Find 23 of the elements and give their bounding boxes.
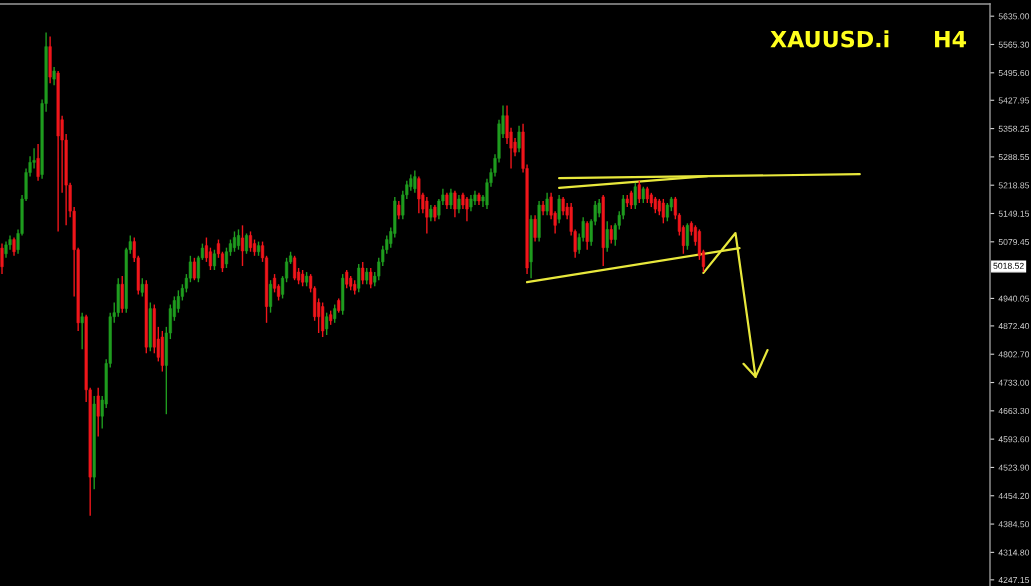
text: H4 <box>935 30 967 48</box>
y-tick-label: 4384.50 <box>998 521 1030 528</box>
y-tick-label: 5495.60 <box>998 69 1030 77</box>
y-tick-label: 5635.00 <box>998 13 1030 20</box>
y-tick-label: 5149.15 <box>998 210 1030 217</box>
y-tick-label: 4872.40 <box>998 323 1030 330</box>
y-tick-label: 4802.70 <box>998 351 1030 358</box>
y-tick-label: 4733.00 <box>998 379 1030 386</box>
y-tick-label: 4593.60 <box>998 436 1030 443</box>
y-tick-label: 4247.15 <box>998 576 1030 584</box>
y-tick-label: 5079.45 <box>998 238 1030 246</box>
y-tick-label: 4523.90 <box>998 464 1030 471</box>
y-tick-label: 5565.30 <box>998 41 1030 48</box>
y-tick-label: 4314.80 <box>998 549 1030 556</box>
y-tick-label: 5427.95 <box>998 97 1030 104</box>
y-tick-label: 4454.20 <box>998 492 1030 499</box>
y-tick-label: 5288.55 <box>998 154 1030 161</box>
y-tick-label: 5218.85 <box>998 182 1030 189</box>
y-tick-label: 5358.25 <box>998 125 1030 132</box>
y-tick-label: 4940.05 <box>998 295 1030 302</box>
annotation: 5018.52 <box>993 262 1024 269</box>
text: XAUUSD.i <box>770 30 889 48</box>
y-tick-label: 4663.30 <box>998 407 1030 415</box>
